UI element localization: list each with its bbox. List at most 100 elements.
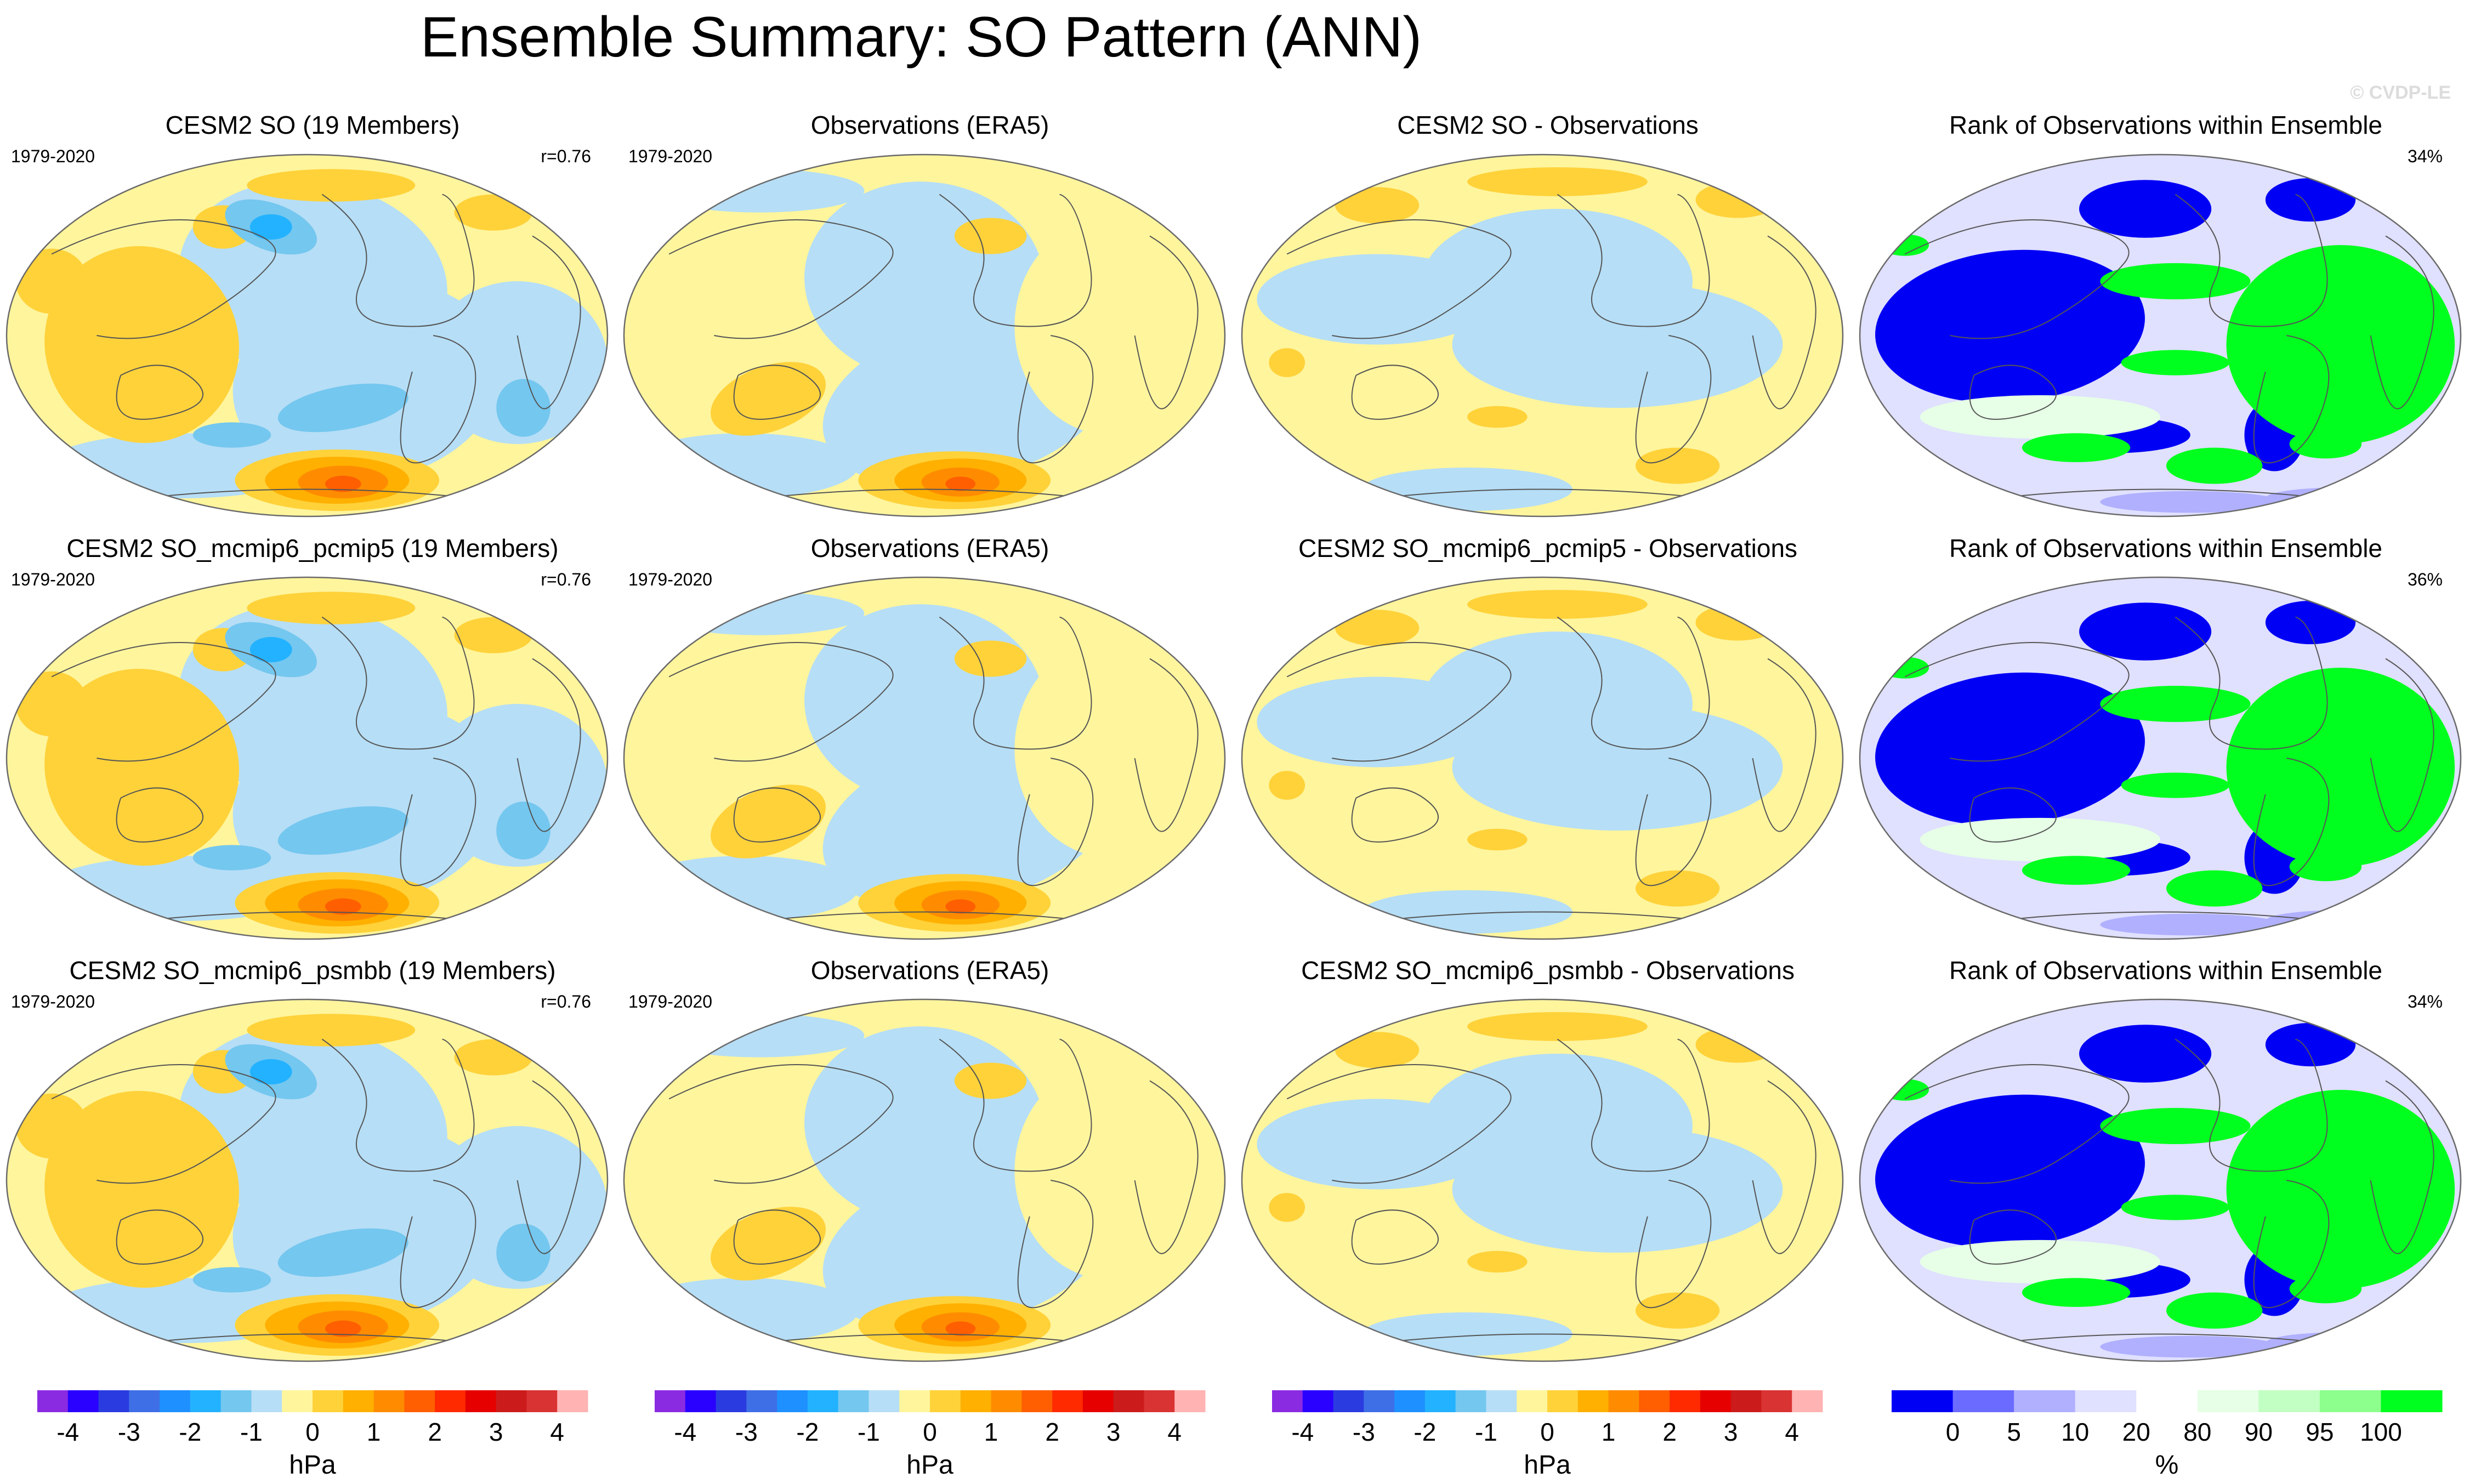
positive-anomaly — [454, 617, 532, 653]
negative-anomaly — [496, 801, 550, 860]
rank-region — [2121, 772, 2230, 798]
colorbar-tick-label: 1 — [1602, 1418, 1616, 1446]
coastline — [1995, 1333, 2326, 1344]
rank-region — [1875, 1094, 2145, 1248]
rank-region — [2265, 178, 2356, 222]
colorbar-tick-label: 3 — [489, 1418, 503, 1446]
coastline — [1017, 1180, 1094, 1309]
coastline — [1377, 911, 1708, 922]
colorbar-unit-label: hPa — [289, 1451, 336, 1480]
colorbar-box — [1272, 1390, 1303, 1412]
coastline — [2175, 194, 2328, 327]
rank-region — [2226, 668, 2455, 867]
negative-anomaly — [277, 383, 408, 433]
coastline — [1904, 219, 2130, 339]
coastline — [2370, 1080, 2434, 1254]
panel-title: CESM2 SO (19 Members) — [166, 111, 460, 139]
colorbar-tick-label: 4 — [550, 1418, 564, 1446]
colorbar-box — [2381, 1390, 2443, 1412]
map-field — [1860, 999, 2461, 1361]
panel-title: CESM2 SO_mcmip6_pcmip5 - Observations — [1298, 534, 1797, 562]
coastline — [1995, 488, 2326, 499]
rank-region — [1920, 1239, 2160, 1284]
colorbar-tick-label: 0 — [923, 1418, 937, 1446]
positive-anomaly — [954, 218, 1027, 254]
colorbar-box — [2258, 1390, 2320, 1412]
positive-anomaly — [1335, 1032, 1420, 1068]
coastline — [2370, 235, 2434, 410]
positive-anomaly — [325, 475, 361, 492]
rank-region — [2121, 350, 2230, 376]
rank-region — [2226, 245, 2455, 444]
colorbar-box — [868, 1390, 900, 1412]
colorbar-0: -4 -3 -2 -1 0 1 2 3 4 hPa — [37, 1390, 588, 1480]
negative-anomaly — [427, 704, 608, 867]
map-border — [623, 998, 1226, 1362]
positive-anomaly — [454, 194, 532, 231]
colorbar-tick-label: -3 — [118, 1418, 140, 1446]
anomaly-region — [1014, 1062, 1207, 1280]
colorbar-box — [465, 1390, 497, 1412]
colorbar-box — [777, 1390, 808, 1412]
coastline — [1286, 642, 1512, 762]
rank-region — [1881, 657, 1929, 679]
panel-title: Observations (ERA5) — [811, 956, 1049, 985]
colorbar-box — [190, 1390, 222, 1412]
colorbar-box — [251, 1390, 282, 1412]
positive-anomaly — [247, 169, 416, 202]
positive-anomaly — [711, 362, 826, 436]
colorbar-box — [2075, 1390, 2137, 1412]
positive-anomaly — [44, 668, 240, 866]
coastline — [1134, 658, 1199, 832]
positive-anomaly — [1635, 870, 1720, 907]
negative-anomaly — [1452, 281, 1783, 408]
rank-region — [2100, 686, 2251, 722]
negative-anomaly — [192, 1267, 271, 1293]
negative-anomaly — [1257, 254, 1497, 345]
rank-region — [2166, 870, 2263, 907]
map-field — [1242, 577, 1843, 939]
map-field — [624, 155, 1225, 516]
coastline — [2253, 1180, 2330, 1309]
watermark: © CVDP-LE — [2350, 82, 2451, 103]
colorbar-tick-label: -1 — [240, 1418, 263, 1446]
map-border — [623, 153, 1226, 518]
negative-anomaly — [277, 806, 408, 855]
rank-region — [2289, 1274, 2362, 1304]
colorbar-box — [435, 1390, 466, 1412]
rank-region — [1920, 395, 2160, 439]
rank-region — [2100, 1335, 2281, 1358]
colorbar-tick-label: 80 — [2183, 1418, 2211, 1446]
colorbar-tick-label: 90 — [2245, 1418, 2273, 1446]
colorbar-tick-label: -1 — [1475, 1418, 1497, 1446]
coastline — [759, 1333, 1090, 1344]
rank-region — [2265, 600, 2356, 645]
rank-percent: 36% — [2408, 570, 2443, 589]
colorbar-tick-label: 4 — [1167, 1418, 1182, 1446]
rank-percent: 34% — [2408, 146, 2443, 166]
colorbar-tick-label: -4 — [674, 1418, 696, 1446]
panel-rank-r1c3: Rank of Observations within Ensemble 36% — [1859, 534, 2462, 940]
positive-anomaly — [1635, 447, 1720, 484]
negative-anomaly — [427, 1126, 608, 1289]
panel-diff-r2c2: CESM2 SO_mcmip6_psmbb - Observations — [1241, 956, 1844, 1362]
rank-region — [1881, 234, 1929, 256]
colorbar-box — [1113, 1390, 1144, 1412]
positive-anomaly — [1467, 1012, 1648, 1041]
colorbar-box — [67, 1390, 99, 1412]
colorbar-unit-label: % — [2155, 1451, 2179, 1480]
coastline — [759, 488, 1090, 499]
coastline — [2253, 335, 2330, 464]
positive-anomaly — [247, 592, 416, 624]
coastline — [668, 219, 894, 339]
panel-obs-r1c1: Observations (ERA5) 1979-2020 — [623, 534, 1226, 940]
colorbar-box — [220, 1390, 252, 1412]
map-field — [624, 577, 1225, 939]
map-field — [1860, 155, 2461, 516]
coastline — [116, 365, 203, 420]
colorbar-unit-label: hPa — [906, 1451, 953, 1480]
colorbar-box — [282, 1390, 313, 1412]
coastline — [516, 235, 581, 410]
coastline — [1904, 642, 2130, 762]
map-field — [7, 577, 608, 939]
